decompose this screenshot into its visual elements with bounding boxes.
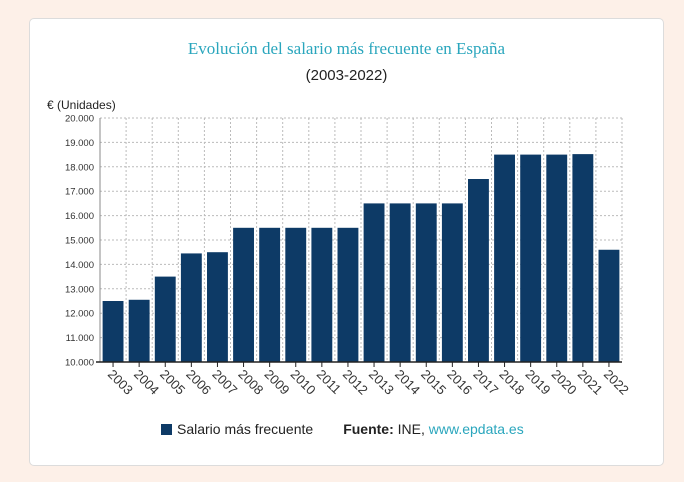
source-label: Fuente: [343, 421, 394, 437]
x-tick-label: 2003 [105, 367, 136, 398]
bar-2004 [128, 299, 150, 362]
x-tick-label: 2022 [601, 367, 632, 398]
y-tick-label: 13.000 [65, 284, 94, 295]
bar-2003 [102, 301, 124, 362]
y-tick-label: 18.000 [65, 162, 94, 173]
y-tick-label: 19.000 [65, 138, 94, 149]
chart-title: Evolución del salario más frecuente en E… [187, 39, 506, 58]
x-tick-label: 2010 [288, 367, 319, 398]
source-org: INE, [393, 421, 429, 437]
x-tick-label: 2015 [418, 367, 449, 398]
x-tick-label: 2011 [314, 367, 344, 397]
x-tick-label: 2021 [575, 367, 606, 398]
y-tick-label: 17.000 [65, 187, 94, 198]
x-tick-label: 2018 [496, 367, 527, 398]
y-tick-label: 16.000 [65, 211, 94, 222]
bar-2011 [311, 227, 333, 362]
y-tick-label: 12.000 [65, 309, 94, 320]
bar-2008 [233, 227, 254, 362]
x-tick-label: 2004 [131, 367, 162, 398]
x-tick-label: 2019 [523, 367, 554, 398]
bar-2006 [180, 253, 202, 362]
bar-2020 [546, 154, 568, 362]
x-tick-label: 2008 [235, 367, 266, 398]
x-tick-label: 2020 [549, 367, 580, 398]
bar-2005 [154, 276, 176, 362]
bar-chart: € (Unidades) 10.000 11.000 12.000 13.000 14.0… [47, 98, 632, 398]
bar-2022 [598, 249, 620, 362]
bar-2012 [337, 227, 359, 362]
x-tick-label: 2012 [340, 367, 371, 398]
source-credit: Fuente: INE, www.epdata.es [343, 421, 524, 437]
y-tick-label: 14.000 [65, 260, 94, 271]
source-link[interactable]: www.epdata.es [428, 421, 524, 437]
x-tick-label: 2017 [470, 367, 501, 398]
chart-card: Evolución del salario más frecuente en E… [29, 18, 664, 466]
bar-2018 [494, 154, 515, 362]
bar-2021 [572, 154, 594, 362]
chart-legend: Salario más frecuente Fuente: INE, www.e… [161, 421, 524, 437]
x-tick-label: 2009 [262, 367, 293, 398]
bar-2019 [520, 154, 542, 362]
bar-2007 [207, 252, 228, 362]
y-tick-label: 10.000 [65, 358, 94, 369]
x-tick-label: 2007 [209, 367, 240, 398]
x-tick-label: 2016 [444, 367, 475, 398]
bar-2010 [285, 227, 307, 362]
x-tick-label: 2014 [392, 367, 423, 398]
bar-2009 [259, 227, 281, 362]
bar-2014 [389, 203, 411, 362]
x-tick-label: 2005 [157, 367, 188, 398]
x-tick-label: 2006 [183, 367, 214, 398]
bar-2017 [468, 179, 489, 362]
bar-2016 [441, 203, 463, 362]
y-tick-label: 20.000 [65, 114, 94, 125]
bar-2013 [363, 203, 385, 362]
y-tick-label: 11.000 [66, 333, 94, 344]
bar-2015 [415, 203, 437, 362]
legend-label: Salario más frecuente [177, 421, 314, 437]
legend-swatch [161, 423, 172, 435]
y-axis-label: € (Unidades) [47, 98, 116, 112]
chart-subtitle: (2003-2022) [305, 67, 388, 84]
x-tick-label: 2013 [366, 367, 397, 398]
y-tick-label: 15.000 [65, 236, 94, 247]
